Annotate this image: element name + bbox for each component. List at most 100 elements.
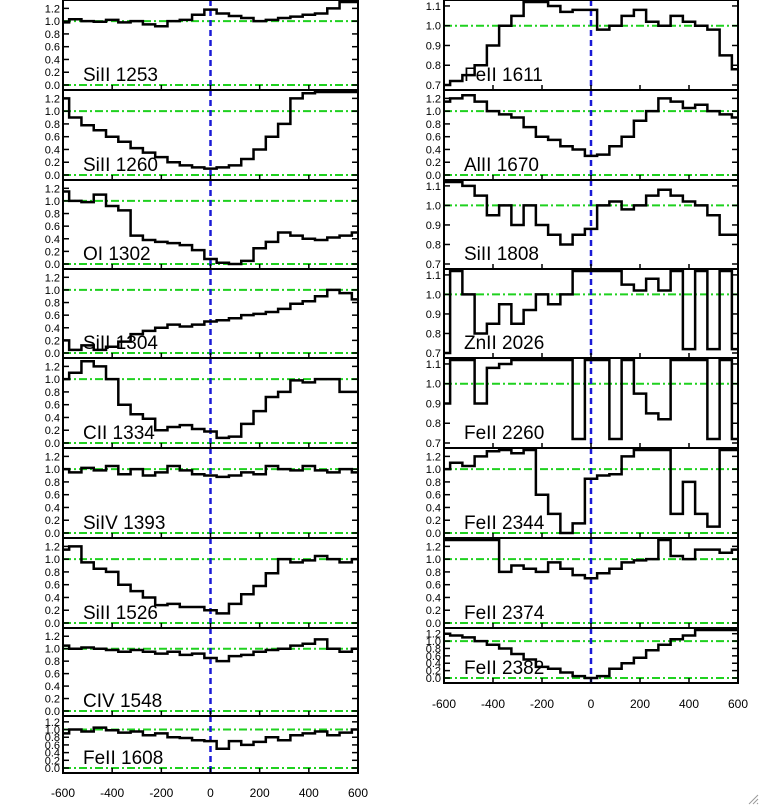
y-tick-label: 1.0	[426, 554, 441, 566]
spectrum-line	[63, 464, 358, 479]
y-tick-label: 0.0	[45, 438, 60, 450]
y-tick-label: 0.8	[45, 298, 60, 310]
y-tick-label: 0.2	[426, 157, 441, 169]
ion-label: FeII 2382	[464, 658, 544, 679]
y-tick-label: 0.0	[426, 170, 441, 182]
x-tick-label: -600	[432, 697, 456, 711]
x-tick-label: 400	[679, 697, 699, 711]
panel-siii-1304: 0.00.20.40.60.81.01.2 SiII 1304	[45, 268, 359, 360]
y-tick-label: 0.9	[426, 220, 441, 232]
y-tick-label: 0.8	[45, 656, 60, 668]
y-tick-label: 0.0	[45, 706, 60, 718]
y-tick-label: 0.0	[45, 763, 60, 775]
y-tick-label: 1.0	[426, 464, 441, 476]
panel-cii-1334: 0.00.20.40.60.81.01.2 CII 1334	[45, 357, 359, 450]
y-tick-label: 0.2	[45, 694, 60, 706]
y-tick-label: 1.1	[426, 359, 441, 371]
spectrum-line	[444, 358, 738, 441]
y-tick-label: 0.0	[426, 673, 441, 685]
y-tick-label: 0.8	[45, 732, 60, 744]
spectrum-line	[444, 93, 738, 158]
y-tick-label: 0.2	[45, 335, 60, 347]
spectrum-line	[63, 545, 358, 615]
y-tick-label: 0.4	[45, 144, 60, 156]
resize-grip-icon[interactable]	[747, 793, 759, 805]
y-tick-label: 1.0	[45, 644, 60, 656]
y-tick-label: 0.6	[45, 490, 60, 502]
panel-feii-2344: 0.00.20.40.60.81.01.2 FeII 2344	[426, 447, 739, 540]
y-tick-label: 1.2	[45, 183, 60, 195]
ion-label: SiII 1260	[83, 155, 158, 176]
ion-label: AlII 1670	[464, 155, 539, 176]
y-tick-label: 0.6	[45, 42, 60, 54]
ion-label: FeII 2374	[464, 603, 545, 624]
panel-znii-2026: 0.7 0.8 0.9 1.0 1.1 ZnII 2026	[426, 268, 739, 360]
panel-feii-2260: 0.7 0.8 0.9 1.0 1.1 FeII 2260	[426, 357, 739, 450]
y-tick-label: 0.2	[45, 67, 60, 79]
x-tick-label: -400	[100, 786, 124, 800]
y-tick-label: 1.2	[45, 93, 60, 105]
y-tick-label: 1.0	[45, 16, 60, 28]
y-tick-label: 0.7	[426, 259, 441, 271]
spectrum-line	[444, 538, 738, 580]
y-tick-label: 0.6	[45, 132, 60, 144]
ion-label: SiII 1304	[83, 333, 158, 354]
y-tick-label: 0.4	[45, 234, 60, 246]
y-tick-label: 0.4	[426, 658, 441, 670]
y-tick-label: 0.8	[45, 119, 60, 131]
ion-label: FeII 1608	[83, 748, 163, 769]
y-tick-label: 0.8	[426, 567, 441, 579]
ion-label: SiII 1526	[83, 603, 158, 624]
ion-label: SiII 1253	[83, 65, 158, 86]
y-tick-label: 1.2	[426, 93, 441, 105]
x-tick-label: 200	[250, 786, 270, 800]
y-tick-label: 0.8	[426, 239, 441, 251]
panel-siii-1260: 0.00.20.40.60.81.01.2 SiII 1260	[45, 89, 359, 182]
y-tick-label: 1.2	[45, 3, 60, 15]
y-tick-label: 0.4	[45, 748, 60, 760]
spectrum-line	[444, 180, 738, 246]
panel-siii-1526: 0.00.20.40.60.81.01.2 SiII 1526	[45, 537, 359, 630]
ion-label: CIV 1548	[83, 691, 162, 712]
y-tick-label: 0.9	[426, 309, 441, 321]
y-tick-label: 0.2	[45, 515, 60, 527]
panel-alii-1670: 0.00.20.40.60.81.01.2 AlII 1670	[426, 89, 739, 182]
ion-label: FeII 1611	[464, 65, 543, 86]
y-tick-label: 0.2	[45, 157, 60, 169]
ion-label: FeII 2260	[464, 423, 544, 444]
y-tick-label: 1.2	[45, 631, 60, 643]
y-tick-label: 0.7	[426, 438, 441, 450]
y-tick-label: 0.8	[426, 119, 441, 131]
x-tick-label: -400	[481, 697, 505, 711]
x-tick-label: 0	[207, 786, 214, 800]
y-tick-label: 0.4	[45, 323, 60, 335]
x-tick-label: -200	[530, 697, 554, 711]
spectrum-line	[63, 360, 358, 440]
spectrum-line	[63, 638, 358, 663]
y-tick-label: 0.4	[426, 592, 441, 604]
y-tick-label: 0.6	[45, 580, 60, 592]
y-tick-label: 1.0	[426, 289, 441, 301]
y-tick-label: 1.1	[426, 1, 441, 13]
spectrum-line	[63, 90, 358, 170]
y-tick-label: 0.6	[45, 740, 60, 752]
y-tick-label: 0.8	[426, 328, 441, 340]
y-tick-label: 0.2	[426, 515, 441, 527]
y-tick-label: 1.2	[426, 451, 441, 463]
y-tick-label: 0.0	[45, 618, 60, 630]
y-tick-label: 1.0	[45, 725, 60, 737]
panel-civ-1548: 0.00.20.40.60.81.01.2 CIV 1548	[45, 627, 359, 718]
spectrum-line	[444, 448, 738, 535]
y-tick-label: 1.2	[45, 717, 60, 729]
y-tick-label: 1.0	[45, 554, 60, 566]
y-tick-label: 0.4	[45, 592, 60, 604]
y-tick-label: 1.2	[426, 541, 441, 553]
y-tick-label: 1.2	[45, 541, 60, 553]
y-tick-label: 0.0	[45, 170, 60, 182]
y-tick-label: 0.2	[426, 666, 441, 678]
y-tick-label: 0.4	[426, 502, 441, 514]
spectrum-line	[63, 190, 358, 266]
y-tick-label: 0.4	[45, 54, 60, 66]
y-tick-label: 0.0	[45, 348, 60, 360]
spectrum-line	[63, 726, 358, 751]
